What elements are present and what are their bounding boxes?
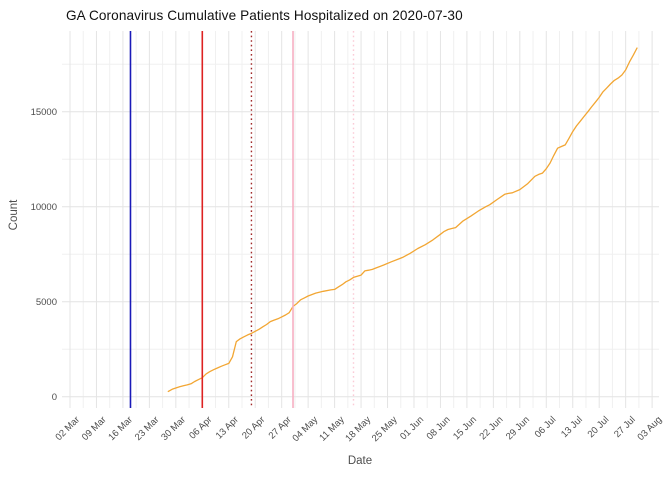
x-tick-label: 30 Mar (159, 414, 188, 443)
x-tick-label: 20 Apr (240, 414, 267, 441)
x-tick-label: 25 May (370, 414, 400, 444)
x-tick-label: 18 May (343, 414, 373, 444)
x-tick-label: 11 May (317, 414, 346, 443)
x-tick-label: 15 Jun (451, 414, 479, 442)
event-vlines (129, 31, 355, 408)
x-tick-label: 29 Jun (504, 414, 532, 442)
x-tick-label: 13 Jul (559, 414, 585, 440)
x-tick-label: 08 Jun (425, 414, 453, 442)
grid-minor (62, 31, 659, 408)
x-tick-label: 01 Jun (398, 414, 426, 442)
chart-title: GA Coronavirus Cumulative Patients Hospi… (66, 8, 463, 23)
x-tick-label: 06 Apr (187, 414, 214, 441)
x-tick-label: 27 Apr (267, 414, 294, 441)
y-axis-title: Count (8, 199, 20, 231)
x-tick-label: 27 Jul (612, 414, 638, 440)
y-axis-tick-labels: 0 5000 10000 15000 (31, 107, 57, 403)
hospitalized-line (167, 47, 638, 393)
y-tick-label: 5000 (36, 297, 57, 308)
x-tick-label: 03 Aug (636, 414, 665, 443)
x-tick-label: 20 Jul (586, 414, 612, 440)
x-tick-label: 23 Mar (133, 414, 162, 443)
x-tick-label: 16 Mar (106, 414, 135, 443)
x-axis-title: Date (347, 455, 373, 467)
x-tick-label: 13 Apr (214, 414, 241, 441)
y-tick-label: 0 (52, 392, 57, 403)
y-tick-label: 10000 (31, 202, 57, 213)
x-tick-label: 09 Mar (80, 414, 109, 443)
y-tick-label: 15000 (31, 107, 57, 118)
x-tick-label: 06 Jul (533, 414, 559, 440)
grid-major (62, 31, 659, 408)
x-tick-label: 22 Jun (478, 414, 506, 442)
x-tick-label: 02 Mar (53, 414, 82, 443)
x-tick-label: 04 May (290, 414, 320, 444)
